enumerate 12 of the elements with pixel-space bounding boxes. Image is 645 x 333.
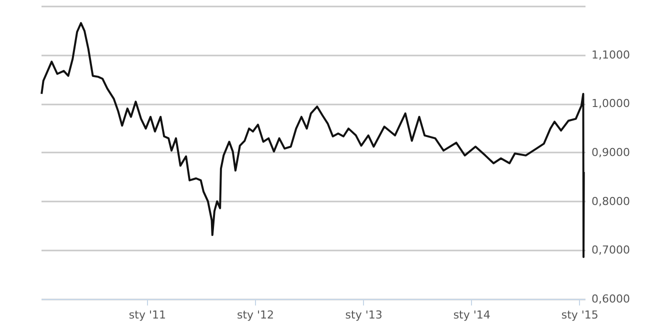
y-tick-label: 0,9000 — [592, 146, 630, 159]
x-tick-label: sty '15 — [561, 308, 598, 322]
line-series — [40, 22, 585, 258]
y-tick-label: 0,8000 — [592, 194, 630, 208]
y-tick-label: 0,7000 — [592, 244, 630, 257]
x-tick-label: sty '14 — [453, 308, 490, 322]
x-tick-label: sty '12 — [236, 308, 274, 322]
y-tick-label: 1,1000 — [592, 48, 630, 62]
y-tick-label: 0,6000 — [592, 292, 630, 306]
y-tick-label: 1,0000 — [592, 97, 630, 110]
x-tick-label: sty '11 — [128, 308, 166, 322]
x-tick-label: sty '13 — [345, 308, 382, 322]
